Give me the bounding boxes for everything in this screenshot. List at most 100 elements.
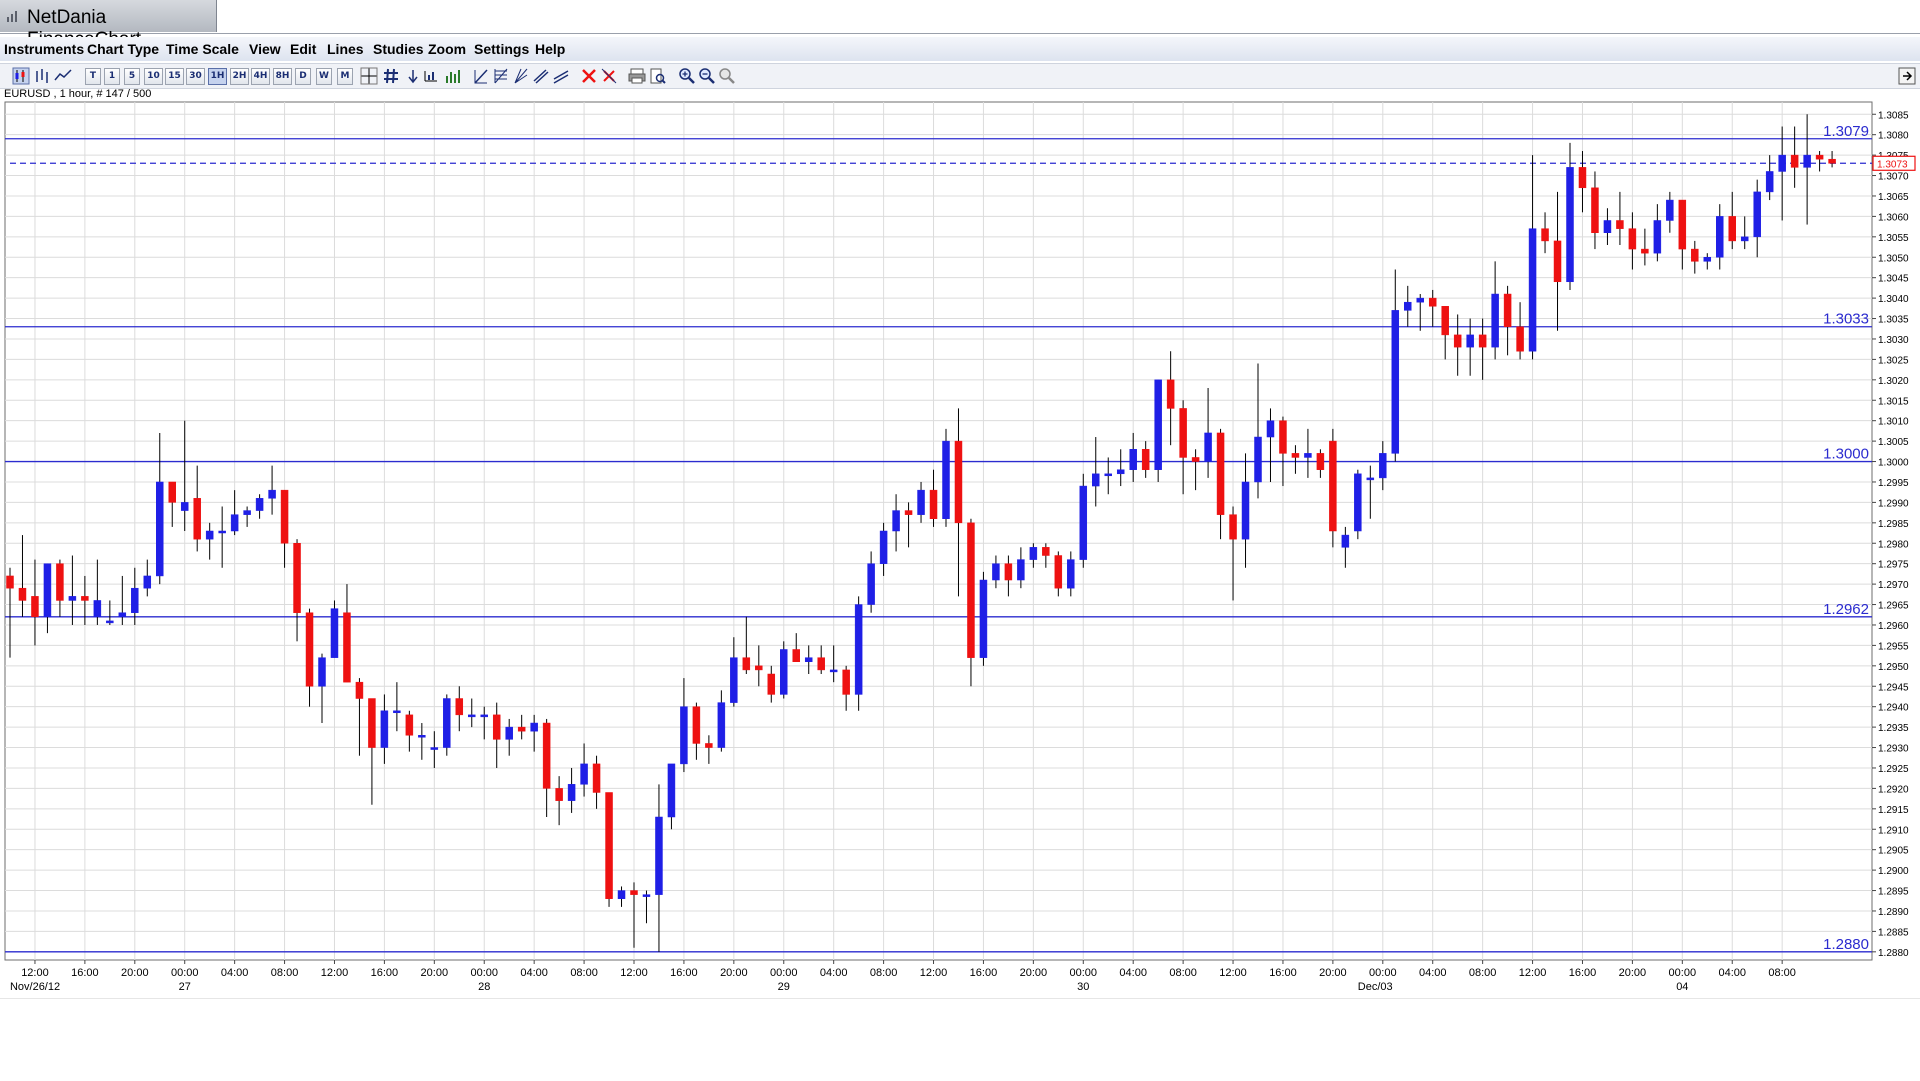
bearish-candle[interactable] — [1316, 453, 1325, 470]
bullish-candle[interactable] — [1067, 559, 1075, 589]
bearish-candle[interactable] — [280, 489, 289, 544]
bearish-candle[interactable] — [1054, 555, 1063, 589]
bullish-candle[interactable] — [1092, 473, 1100, 487]
bullish-candle[interactable] — [655, 816, 663, 895]
bullish-candle[interactable] — [268, 489, 276, 499]
menu-settings[interactable]: Settings — [474, 41, 530, 57]
bearish-candle[interactable] — [1478, 334, 1487, 348]
bullish-candle[interactable] — [1354, 473, 1362, 532]
bullish-candle[interactable] — [730, 657, 738, 703]
bullish-candle[interactable] — [1204, 432, 1212, 462]
bearish-candle[interactable] — [1453, 334, 1462, 348]
bullish-candle[interactable] — [1765, 171, 1774, 193]
bearish-candle[interactable] — [1503, 293, 1512, 327]
bearish-candle[interactable] — [742, 657, 751, 671]
bullish-candle[interactable] — [1716, 216, 1724, 258]
bullish-candle[interactable] — [1404, 301, 1412, 311]
bearish-candle[interactable] — [1441, 306, 1449, 336]
timescale-m-button[interactable]: M — [337, 68, 353, 85]
bearish-candle[interactable] — [1279, 420, 1287, 454]
menu-view[interactable]: View — [249, 41, 281, 57]
bullish-candle[interactable] — [43, 563, 52, 618]
bullish-candle[interactable] — [642, 894, 651, 897]
bullish-candle[interactable] — [143, 575, 152, 589]
timescale-30-button[interactable]: 30 — [186, 68, 205, 85]
menu-zoom[interactable]: Zoom — [428, 41, 467, 57]
bullish-candle[interactable] — [1379, 453, 1387, 479]
menu-instruments[interactable]: Instruments — [4, 41, 85, 57]
bullish-candle[interactable] — [804, 657, 813, 662]
bearish-candle[interactable] — [455, 698, 464, 716]
bullish-candle[interactable] — [580, 763, 588, 785]
bullish-candle[interactable] — [230, 514, 239, 532]
bearish-candle[interactable] — [1191, 457, 1200, 462]
bullish-candle[interactable] — [1116, 469, 1125, 475]
zoom-out-icon[interactable] — [698, 67, 716, 85]
grid-icon[interactable] — [382, 67, 400, 85]
bullish-candle[interactable] — [418, 735, 426, 738]
bullish-candle[interactable] — [979, 579, 988, 658]
bullish-candle[interactable] — [1266, 420, 1275, 438]
bullish-candle[interactable] — [1528, 228, 1537, 352]
bullish-candle[interactable] — [567, 784, 576, 801]
bearish-candle[interactable] — [1691, 248, 1699, 262]
bullish-candle[interactable] — [1416, 297, 1424, 303]
bullish-candle[interactable] — [131, 587, 139, 613]
timescale-8h-button[interactable]: 8H — [273, 68, 292, 85]
bearish-candle[interactable] — [1229, 514, 1237, 540]
bullish-candle[interactable] — [1666, 199, 1674, 221]
bearish-candle[interactable] — [1329, 440, 1337, 532]
bullish-candle[interactable] — [480, 714, 488, 718]
bullish-candle[interactable] — [330, 608, 339, 658]
bullish-candle[interactable] — [1079, 485, 1088, 560]
bullish-candle[interactable] — [1104, 473, 1112, 477]
timescale-1-button[interactable]: 1 — [104, 68, 120, 85]
bullish-candle[interactable] — [530, 722, 538, 732]
bearish-candle[interactable] — [1641, 248, 1649, 254]
timescale-d-button[interactable]: D — [295, 68, 311, 85]
bearish-candle[interactable] — [1216, 432, 1225, 515]
arrow-down-icon[interactable] — [404, 67, 422, 85]
trendline-icon[interactable] — [472, 67, 490, 85]
window-title-tab[interactable]: NetDania FinanceChart — [0, 0, 217, 50]
bearish-candle[interactable] — [592, 763, 601, 793]
bearish-candle[interactable] — [1004, 563, 1013, 581]
bearish-candle[interactable] — [293, 543, 301, 613]
bearish-candle[interactable] — [1516, 326, 1524, 352]
bearish-candle[interactable] — [705, 743, 713, 748]
bullish-candle[interactable] — [617, 890, 626, 899]
bearish-candle[interactable] — [817, 657, 825, 671]
menu-time-scale[interactable]: Time Scale — [166, 41, 239, 57]
bullish-candle[interactable] — [505, 726, 513, 740]
bullish-candle[interactable] — [942, 440, 950, 519]
bearish-candle[interactable] — [56, 563, 64, 601]
bearish-candle[interactable] — [1166, 379, 1175, 409]
bullish-candle[interactable] — [867, 563, 875, 605]
gann-icon[interactable] — [512, 67, 530, 85]
timescale-2h-button[interactable]: 2H — [230, 68, 249, 85]
bearish-candle[interactable] — [904, 510, 913, 515]
bearish-candle[interactable] — [542, 722, 551, 789]
bullish-candle[interactable] — [1029, 547, 1038, 560]
timescale-1h-button[interactable]: 1H — [208, 68, 227, 85]
bullish-candle[interactable] — [393, 710, 401, 714]
bullish-candle[interactable] — [1566, 167, 1574, 283]
candlestick-chart-icon[interactable] — [12, 67, 30, 85]
bullish-candle[interactable] — [1366, 477, 1375, 481]
delete-all-icon[interactable] — [600, 67, 618, 85]
bearish-candle[interactable] — [605, 792, 613, 899]
bullish-candle[interactable] — [243, 510, 251, 515]
print-preview-icon[interactable] — [648, 67, 666, 85]
bearish-candle[interactable] — [1728, 216, 1736, 242]
bullish-candle[interactable] — [205, 530, 214, 540]
bearish-candle[interactable] — [343, 612, 351, 683]
bearish-candle[interactable] — [1179, 408, 1187, 458]
menu-studies[interactable]: Studies — [373, 41, 424, 57]
bullish-candle[interactable] — [1341, 534, 1350, 548]
fibonacci-icon[interactable] — [492, 67, 510, 85]
bullish-candle[interactable] — [667, 763, 676, 818]
studies-icon[interactable] — [422, 67, 440, 85]
bearish-candle[interactable] — [755, 665, 763, 671]
zoom-reset-icon[interactable] — [718, 67, 736, 85]
bullish-candle[interactable] — [1391, 310, 1400, 454]
